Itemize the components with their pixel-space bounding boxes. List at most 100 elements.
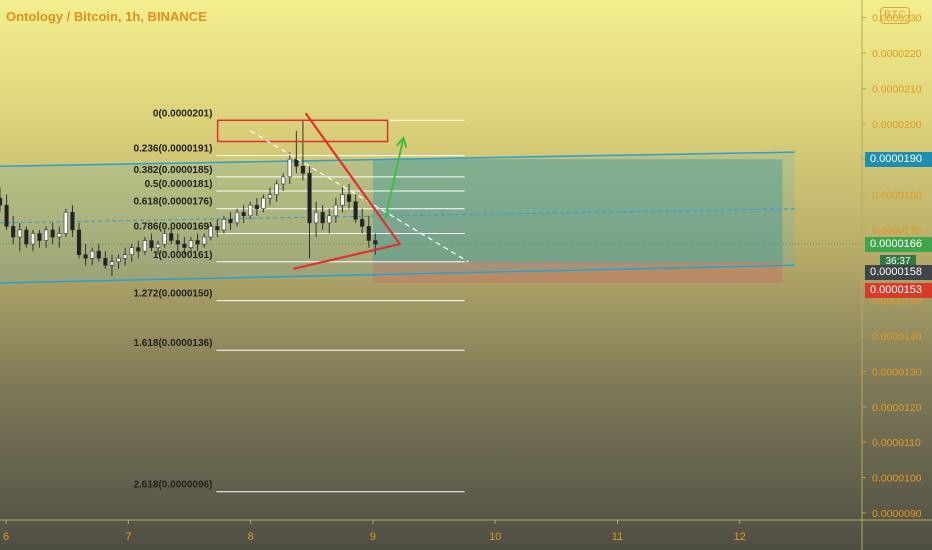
fib-level-label: 0.786(0.0000169)	[133, 221, 212, 232]
candle-body	[241, 211, 246, 217]
fib-level-label: 0.618(0.0000176)	[133, 197, 212, 208]
candle-body	[4, 204, 9, 227]
y-tick-label: 0.0000130	[872, 366, 922, 378]
drawings	[216, 112, 469, 270]
candle-body	[353, 201, 358, 220]
candle-body	[373, 240, 378, 245]
channel-fill	[0, 152, 795, 283]
candle-body	[281, 176, 286, 185]
fibonacci-retracement: 0(0.0000201) 0.236(0.0000191) 0.382(0.0000…	[133, 108, 465, 493]
candle-body	[96, 250, 101, 259]
candle-body	[17, 229, 22, 238]
fib-level-label: 1.272(0.0000150)	[133, 289, 212, 300]
candle-body	[274, 183, 279, 195]
candle-body	[149, 240, 154, 248]
price-tag-current: 0.0000166	[865, 236, 932, 252]
candle-body	[50, 229, 55, 238]
breakout-arrow-head	[396, 135, 408, 148]
candle-body	[116, 257, 121, 263]
candle-body	[11, 226, 16, 238]
y-tick-label: 0.0000180	[872, 190, 922, 202]
candle-body	[70, 211, 75, 231]
breakout-arrow	[384, 137, 405, 220]
dashed-trendline	[250, 130, 469, 263]
candle-body	[254, 204, 259, 210]
fib-level-label: 0.5(0.0000181)	[145, 179, 213, 190]
candle-body	[228, 219, 233, 224]
candle-body	[0, 197, 3, 206]
y-tick-label: 0.0000120	[872, 402, 922, 414]
candle-body	[208, 226, 213, 238]
channel-lower-line	[0, 264, 795, 284]
x-tick-label: 6	[3, 531, 9, 543]
candle-body	[90, 250, 95, 259]
candle-body	[37, 233, 42, 241]
fib-level-label: 0(0.0000201)	[153, 108, 213, 119]
x-tick-label: 10	[489, 531, 501, 543]
candle-body	[294, 158, 299, 167]
loss-zone	[372, 261, 783, 283]
candle-body	[30, 233, 36, 245]
y-tick-label: 0.0000200	[872, 119, 922, 131]
candle-body	[267, 194, 273, 199]
candle-body	[327, 215, 332, 224]
x-tick-label: 12	[734, 531, 746, 543]
candle-body	[366, 226, 371, 241]
y-tick-label: 0.0000210	[872, 83, 922, 95]
target-box	[216, 119, 389, 143]
candle-body	[287, 158, 292, 178]
y-tick-label: 0.0000110	[872, 437, 921, 449]
y-tick-label: 0.0000100	[872, 473, 922, 485]
candle-body	[195, 240, 200, 245]
candles	[0, 120, 378, 276]
y-tick-label: 0.0000220	[872, 48, 922, 60]
price-tag-channel-bottom: 0.0000158	[865, 264, 932, 280]
fib-level-label: 1(0.0000161)	[153, 250, 213, 261]
currency-badge[interactable]: BTC	[880, 7, 910, 24]
candle-body	[300, 165, 306, 174]
candle-body	[261, 197, 266, 210]
candle-body	[346, 194, 352, 202]
candle-body	[188, 240, 194, 248]
candle-body	[63, 211, 68, 234]
candle-body	[360, 219, 365, 227]
candle-body	[83, 254, 88, 259]
bar-countdown: 36:37	[880, 255, 916, 268]
candle-body	[129, 247, 134, 255]
fib-level-label: 0.236(0.0000191)	[133, 144, 212, 155]
candle-body	[202, 236, 207, 245]
candle-body	[169, 233, 174, 241]
price-channel	[0, 151, 862, 284]
candle-body	[175, 240, 180, 245]
price-tag-channel-top: 0.0000190	[865, 151, 932, 167]
candle-body	[162, 233, 167, 245]
candle-body	[333, 204, 338, 217]
candle-body	[109, 261, 115, 266]
x-tick-label: 11	[612, 531, 623, 543]
candle-body	[313, 211, 319, 224]
candle-body	[340, 194, 345, 206]
candle-body	[103, 257, 108, 266]
candle-body	[320, 211, 325, 224]
fib-level-label: 1.618(0.0000136)	[133, 338, 212, 349]
y-tick-label: 0.0000170	[872, 225, 922, 237]
x-tick-label: 7	[125, 531, 131, 543]
y-tick-label: 0.0000140	[872, 331, 922, 343]
candle-body	[221, 219, 227, 231]
channel-upper-line	[0, 151, 795, 168]
x-tick-label: 8	[248, 531, 254, 543]
y-tick-label: 0.0000090	[872, 508, 922, 520]
y-tick-label: 0.0000150	[872, 296, 922, 308]
candle-body	[57, 233, 62, 238]
candle-body	[234, 211, 240, 224]
triangle-pattern	[293, 112, 402, 270]
candle-body	[24, 229, 29, 245]
candle-body	[43, 229, 49, 241]
candle-body	[155, 243, 161, 248]
candle-body	[142, 240, 147, 252]
candle-body	[248, 204, 253, 217]
candle-body	[182, 243, 187, 248]
x-tick-label: 9	[370, 531, 376, 543]
candle-body	[307, 173, 312, 224]
